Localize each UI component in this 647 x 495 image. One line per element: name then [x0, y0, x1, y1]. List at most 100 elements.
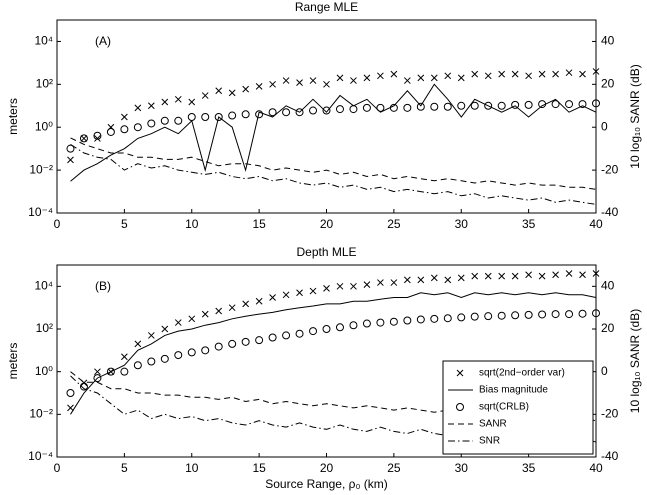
y2-tick-label: 40	[601, 279, 615, 293]
x-marker	[242, 300, 250, 308]
circle-marker	[268, 108, 277, 117]
x-marker	[456, 369, 464, 377]
circle-marker	[511, 311, 520, 320]
circle-marker	[228, 111, 237, 120]
x-marker	[430, 274, 438, 282]
x-marker	[296, 289, 303, 297]
y-tick-label: 10⁴	[34, 279, 53, 293]
y-tick-label: 10²	[36, 321, 53, 335]
panel-label: (A)	[95, 34, 111, 48]
x-marker	[147, 102, 155, 110]
x-marker	[484, 272, 492, 280]
x-marker	[498, 272, 506, 280]
circle-marker	[187, 348, 196, 357]
x-tick-label: 10	[185, 217, 199, 231]
x-tick-label: 20	[320, 461, 334, 475]
y-axis-label: meters	[6, 343, 20, 380]
x-marker	[350, 282, 357, 290]
x-marker	[269, 80, 276, 88]
x-marker	[228, 304, 236, 312]
circle-marker	[430, 102, 439, 111]
legend-label: sqrt(CRLB)	[479, 402, 529, 413]
x-marker	[80, 135, 88, 142]
circle-marker	[349, 105, 358, 114]
x-marker	[511, 272, 519, 280]
x-tick-label: 0	[54, 461, 61, 475]
circle-marker	[551, 310, 560, 319]
x-marker	[94, 368, 101, 376]
y2-tick-label: -40	[601, 205, 619, 219]
circle-marker	[578, 309, 587, 318]
circle-marker	[376, 318, 385, 327]
panel-label: (B)	[95, 279, 111, 293]
x-marker	[457, 74, 465, 82]
circle-marker	[443, 314, 452, 323]
x-marker	[134, 340, 142, 348]
circle-marker	[497, 311, 506, 320]
legend-label: SANR	[479, 419, 507, 430]
x-tick-label: 25	[387, 461, 401, 475]
x-marker	[444, 72, 452, 80]
circle-marker	[174, 351, 183, 360]
x-marker	[377, 279, 384, 286]
circle-marker	[389, 317, 398, 326]
x-marker	[269, 294, 276, 301]
x-tick-label: 35	[522, 217, 536, 231]
x-marker	[471, 272, 479, 280]
x-marker	[457, 274, 465, 282]
x-marker	[403, 77, 411, 84]
circle-marker	[268, 333, 277, 342]
x-tick-label: 40	[589, 461, 603, 475]
circle-marker	[322, 106, 331, 115]
y-tick-label: 10⁻⁴	[28, 205, 53, 219]
y-tick-label: 10⁻²	[29, 407, 53, 421]
x-marker	[363, 74, 371, 82]
circle-marker	[335, 105, 344, 114]
x-marker	[215, 307, 223, 315]
circle-marker	[66, 144, 75, 153]
y2-axis-label: 10 log₁₀ SANR (dB)	[628, 64, 642, 168]
series-line	[70, 143, 597, 205]
circle-marker	[160, 354, 169, 363]
y-tick-label: 10⁴	[34, 34, 53, 48]
y-tick-label: 10⁰	[35, 364, 53, 378]
circle-marker	[538, 100, 547, 109]
x-marker	[498, 70, 506, 78]
x-marker	[161, 98, 169, 106]
x-marker	[350, 77, 357, 84]
circle-marker	[511, 100, 520, 109]
x-marker	[484, 72, 492, 80]
x-marker	[282, 77, 290, 84]
x-marker	[565, 270, 573, 277]
chart-title: Range MLE	[295, 0, 358, 14]
circle-marker	[120, 125, 129, 134]
y-tick-label: 10⁰	[35, 119, 53, 133]
x-marker	[282, 291, 290, 299]
chart-title: Depth MLE	[296, 245, 356, 259]
circle-marker	[470, 312, 479, 321]
x-marker	[511, 70, 519, 78]
circle-marker	[443, 102, 452, 111]
y-tick-label: 10⁻⁴	[28, 449, 53, 463]
x-marker	[67, 404, 74, 412]
circle-marker	[565, 310, 574, 319]
x-marker	[579, 70, 586, 78]
circle-marker	[282, 331, 291, 340]
circle-marker	[309, 327, 318, 336]
x-marker	[201, 310, 209, 318]
x-marker	[552, 70, 559, 78]
x-marker	[592, 68, 600, 75]
x-marker	[565, 69, 573, 77]
circle-marker	[456, 403, 464, 411]
x-tick-label: 30	[455, 217, 469, 231]
y-axis-label: meters	[6, 98, 20, 135]
x-tick-label: 15	[252, 461, 266, 475]
legend-label: SNR	[479, 436, 500, 447]
x-tick-label: 35	[522, 461, 536, 475]
series-line	[70, 371, 597, 422]
x-marker	[121, 353, 128, 361]
circle-marker	[403, 103, 412, 112]
y2-tick-label: 0	[601, 364, 608, 378]
y2-tick-label: 40	[601, 34, 615, 48]
